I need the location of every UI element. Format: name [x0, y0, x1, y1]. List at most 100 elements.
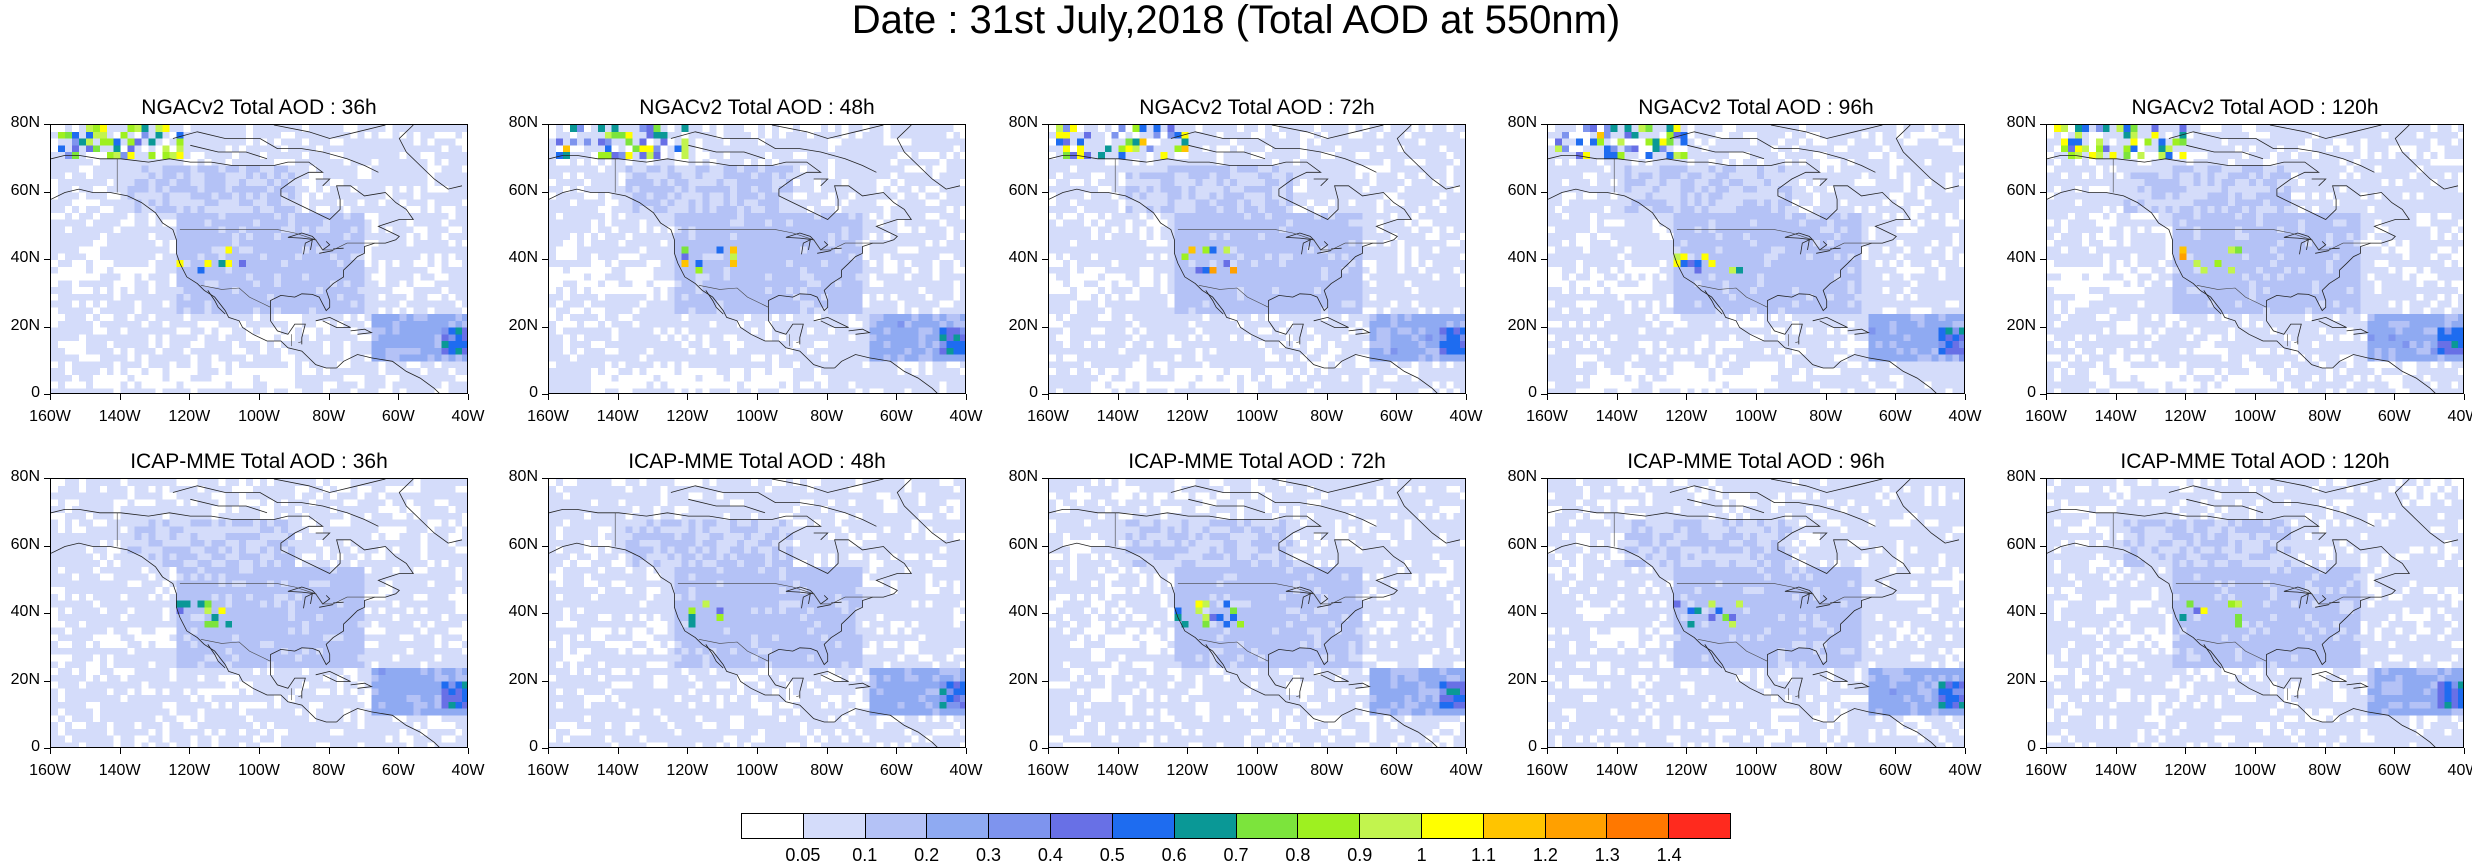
lon-tick-label: 60W: [1366, 408, 1426, 426]
lon-tick: [966, 394, 967, 400]
lon-tick-label: 60W: [2364, 762, 2424, 780]
lon-tick-label: 120W: [2155, 762, 2215, 780]
lon-tick: [2325, 748, 2326, 754]
lat-tick-label: 20N: [998, 317, 1038, 335]
lon-tick-label: 60W: [1366, 762, 1426, 780]
colorbar-label: 0.8: [1268, 845, 1328, 866]
map-plot: [548, 124, 966, 394]
lon-tick: [2255, 394, 2256, 400]
colorbar-box: [1175, 814, 1237, 838]
colorbar-label: 0.5: [1082, 845, 1142, 866]
lat-tick: [44, 327, 50, 328]
lat-tick-label: 40N: [1996, 249, 2036, 267]
lon-tick: [259, 748, 260, 754]
lat-tick: [1042, 327, 1048, 328]
lat-tick-label: 60N: [998, 536, 1038, 554]
lon-tick-label: 40W: [438, 762, 498, 780]
map-plot: [1547, 478, 1965, 748]
lat-tick-label: 40N: [1497, 603, 1537, 621]
lon-tick: [1187, 394, 1188, 400]
lat-tick-label: 40N: [1996, 603, 2036, 621]
lat-tick-label: 80N: [0, 114, 40, 132]
lon-tick: [618, 748, 619, 754]
lon-tick-label: 160W: [20, 408, 80, 426]
lon-tick: [1895, 748, 1896, 754]
lon-tick: [2255, 748, 2256, 754]
lat-tick-label: 40N: [1497, 249, 1537, 267]
lon-tick: [468, 748, 469, 754]
lon-tick-label: 60W: [866, 408, 926, 426]
lon-tick: [827, 394, 828, 400]
lon-tick: [2394, 394, 2395, 400]
panel-title: ICAP-MME Total AOD : 48h: [548, 450, 966, 474]
lon-tick: [2116, 748, 2117, 754]
lat-tick: [44, 546, 50, 547]
lon-tick-label: 140W: [1088, 762, 1148, 780]
lon-tick: [1965, 394, 1966, 400]
lat-tick-label: 80N: [998, 468, 1038, 486]
lon-tick: [1617, 748, 1618, 754]
lon-tick: [896, 748, 897, 754]
lon-tick-label: 100W: [229, 762, 289, 780]
lat-tick: [542, 546, 548, 547]
lat-tick: [542, 613, 548, 614]
lat-tick: [1541, 478, 1547, 479]
panel-title: ICAP-MME Total AOD : 96h: [1547, 450, 1965, 474]
lat-tick-label: 80N: [0, 468, 40, 486]
lon-tick: [1826, 394, 1827, 400]
lon-tick-label: 100W: [1726, 408, 1786, 426]
map-plot: [50, 124, 468, 394]
lat-tick-label: 60N: [1996, 182, 2036, 200]
lon-tick-label: 140W: [2086, 762, 2146, 780]
lat-tick-label: 0: [998, 384, 1038, 402]
aod-field: [1548, 125, 1965, 394]
lon-tick-label: 100W: [2225, 408, 2285, 426]
lon-tick: [1895, 394, 1896, 400]
lat-tick-label: 60N: [0, 536, 40, 554]
lat-tick-label: 40N: [0, 249, 40, 267]
lat-tick: [1042, 259, 1048, 260]
panel-title: NGACv2 Total AOD : 36h: [50, 96, 468, 120]
lon-tick-label: 80W: [1297, 408, 1357, 426]
main-title: Date : 31st July,2018 (Total AOD at 550n…: [0, 0, 2472, 54]
lon-tick-label: 80W: [2295, 762, 2355, 780]
colorbar-box: [1113, 814, 1175, 838]
lon-tick-label: 160W: [1018, 408, 1078, 426]
colorbar-label: 0.9: [1330, 845, 1390, 866]
lat-tick-label: 20N: [1996, 317, 2036, 335]
lon-tick-label: 100W: [1726, 762, 1786, 780]
lon-tick-label: 140W: [1088, 408, 1148, 426]
aod-field: [2047, 479, 2464, 748]
lat-tick-label: 0: [0, 738, 40, 756]
lon-tick-label: 40W: [2434, 408, 2472, 426]
lon-tick-label: 120W: [159, 762, 219, 780]
lon-tick: [1686, 394, 1687, 400]
lat-tick-label: 0: [1996, 738, 2036, 756]
lon-tick: [1547, 748, 1548, 754]
lon-tick: [398, 394, 399, 400]
colorbar-label: 1.4: [1639, 845, 1699, 866]
lon-tick: [757, 394, 758, 400]
lon-tick-label: 120W: [1656, 762, 1716, 780]
lat-tick-label: 60N: [1996, 536, 2036, 554]
lat-tick-label: 0: [998, 738, 1038, 756]
map-plot: [2046, 478, 2464, 748]
lon-tick-label: 80W: [1297, 762, 1357, 780]
lon-tick: [548, 394, 549, 400]
aod-field: [51, 479, 468, 748]
lon-tick: [1048, 394, 1049, 400]
lat-tick: [1042, 124, 1048, 125]
lat-tick: [1042, 613, 1048, 614]
lon-tick: [398, 748, 399, 754]
lat-tick-label: 60N: [1497, 536, 1537, 554]
lat-tick-label: 40N: [0, 603, 40, 621]
lat-tick: [1042, 546, 1048, 547]
lat-tick-label: 20N: [1497, 317, 1537, 335]
lat-tick: [1541, 124, 1547, 125]
lon-tick: [2464, 748, 2465, 754]
lon-tick: [2464, 394, 2465, 400]
lon-tick: [1327, 394, 1328, 400]
lon-tick-label: 40W: [936, 762, 996, 780]
lon-tick-label: 80W: [299, 408, 359, 426]
lon-tick-label: 160W: [1018, 762, 1078, 780]
